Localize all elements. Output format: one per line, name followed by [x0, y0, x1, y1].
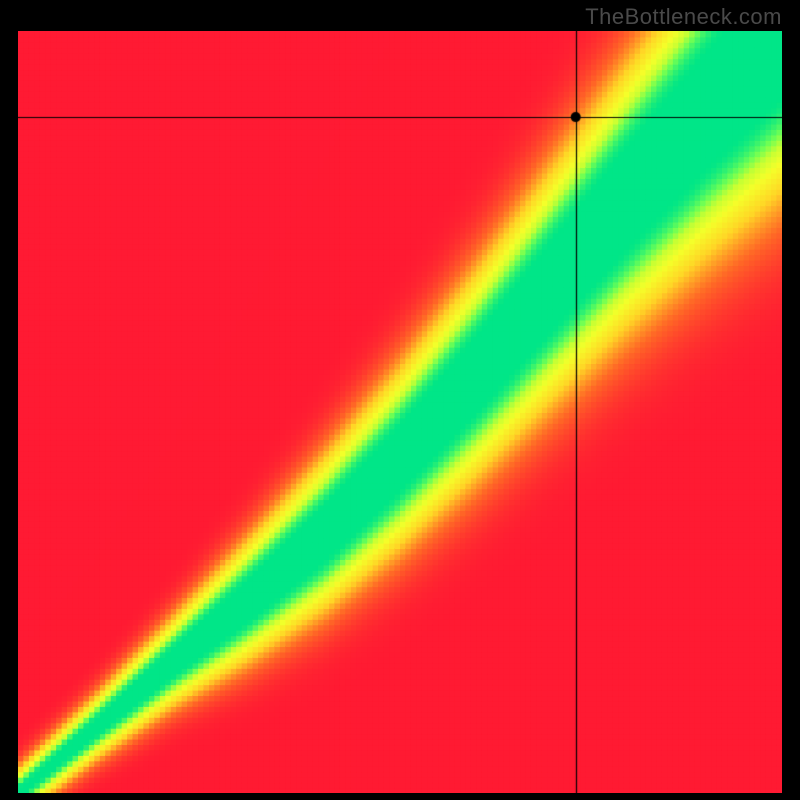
chart-container: TheBottleneck.com: [0, 0, 800, 800]
crosshair-overlay: [18, 31, 782, 793]
watermark-text: TheBottleneck.com: [585, 4, 782, 30]
